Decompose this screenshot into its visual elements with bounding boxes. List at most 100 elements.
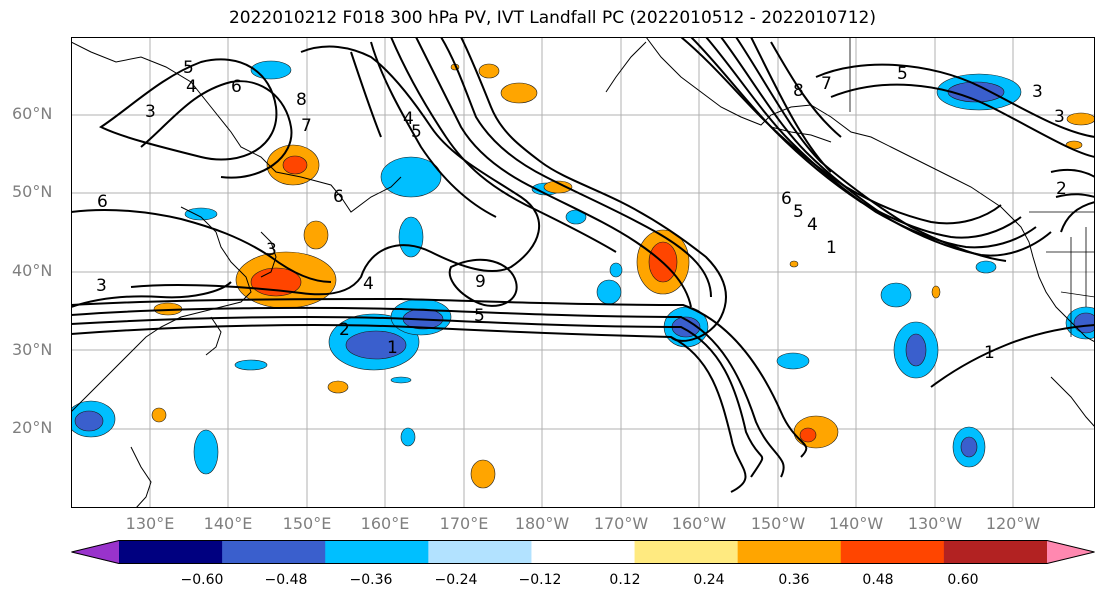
- pv-patch: [390, 376, 412, 384]
- colorbar-tick: −0.36: [349, 572, 393, 588]
- contour-label: 5: [411, 122, 422, 142]
- contour-label: 4: [403, 109, 414, 129]
- pv-patch: [327, 380, 349, 394]
- colorbar-tick: −0.60: [180, 572, 224, 588]
- lon-label: 140°W: [828, 514, 884, 533]
- pv-patch: [151, 407, 167, 423]
- pv-patch: [543, 180, 573, 194]
- pv-patch: [470, 459, 496, 489]
- contour-label: 8: [793, 81, 804, 101]
- contour-label: 3: [1054, 107, 1065, 127]
- colorbar-tick: 0.12: [609, 572, 641, 588]
- pv-patch: [776, 352, 810, 370]
- map-plot: 5 4 3 6 8 7 6 3 5 6 4 3 2 1 4 5 9 8 7 5 …: [71, 37, 1095, 508]
- colorbar-extend-low: [71, 540, 119, 564]
- pv-patch: [282, 155, 308, 175]
- lat-label: 60°N: [12, 104, 53, 123]
- colorbar-segment: [634, 540, 739, 564]
- lon-label: 170°E: [439, 514, 489, 533]
- lon-label: 120°W: [985, 514, 1041, 533]
- contour-label: 5: [897, 64, 908, 84]
- colorbar-tick: 0.24: [693, 572, 725, 588]
- colorbar-segment: [325, 540, 429, 564]
- lon-label: 130°W: [907, 514, 963, 533]
- contour-label: 3: [266, 240, 277, 260]
- colorbar-segment: [222, 540, 326, 564]
- pv-patch: [478, 63, 500, 79]
- lon-label: 160°W: [671, 514, 727, 533]
- pv-patch: [1066, 112, 1095, 126]
- pv-patch: [596, 279, 622, 305]
- lon-label: 180°W: [514, 514, 570, 533]
- borders: [849, 37, 1095, 337]
- colorbar-segment: [943, 540, 1048, 564]
- contour-label: 8: [296, 90, 307, 110]
- colorbar-tick: 0.48: [862, 572, 894, 588]
- colorbar-segment: [428, 540, 532, 564]
- colorbar-outline: [71, 540, 1095, 564]
- pv-patch: [398, 216, 424, 258]
- pv-patch: [74, 410, 104, 432]
- contour-label: 1: [984, 343, 995, 363]
- colorbar-segment: [531, 540, 636, 564]
- lat-label: 20°N: [12, 418, 53, 437]
- pv-patch: [500, 82, 538, 104]
- contour-label: 2: [1056, 179, 1067, 199]
- pv-patch: [905, 333, 927, 367]
- contour-label: 5: [183, 58, 194, 78]
- contour-label: 7: [301, 116, 312, 136]
- contour-label: 3: [96, 276, 107, 296]
- lon-label: 170°W: [593, 514, 649, 533]
- pv-patch: [345, 330, 407, 360]
- lon-label: 130°E: [125, 514, 175, 533]
- pv-patch: [931, 285, 941, 299]
- pv-patch: [960, 436, 978, 458]
- contour-label: 6: [781, 189, 792, 209]
- lon-label: 150°W: [750, 514, 806, 533]
- pv-patch: [1073, 312, 1095, 334]
- pv-patch: [799, 427, 817, 443]
- pv-contours: [71, 37, 1095, 493]
- pv-patch: [609, 262, 623, 278]
- pv-patch: [303, 220, 329, 250]
- contour-label: 1: [387, 338, 398, 358]
- lon-label: 160°E: [360, 514, 410, 533]
- pv-patch: [184, 207, 218, 221]
- contour-label: 4: [807, 215, 818, 235]
- contour-label: 6: [97, 192, 108, 212]
- contour-label: 5: [474, 306, 485, 326]
- contour-label: 4: [363, 274, 374, 294]
- pv-patch: [380, 156, 442, 198]
- contour-label: 2: [339, 320, 350, 340]
- colorbar-tick: 0.36: [778, 572, 810, 588]
- pv-patch: [880, 282, 912, 308]
- pv-patch: [250, 60, 292, 80]
- contour-label: 3: [1032, 82, 1043, 102]
- colorbar-tick: −0.12: [518, 572, 562, 588]
- colorbar-tick: −0.48: [264, 572, 308, 588]
- lon-label: 140°E: [203, 514, 253, 533]
- contour-label: 4: [186, 77, 197, 97]
- colorbar-segment: [119, 540, 223, 564]
- pv-patch: [400, 427, 416, 447]
- colorbar-segment: [737, 540, 842, 564]
- pv-patch: [565, 209, 587, 225]
- pv-patch: [789, 260, 799, 268]
- contour-label: 5: [793, 202, 804, 222]
- lat-label: 40°N: [12, 261, 53, 280]
- lat-label: 50°N: [12, 182, 53, 201]
- colorbar-tick: −0.24: [434, 572, 478, 588]
- pv-patch: [234, 359, 268, 371]
- pv-patch: [193, 429, 219, 475]
- contour-label: 9: [475, 272, 486, 292]
- lat-label: 30°N: [12, 340, 53, 359]
- pv-patch: [975, 260, 997, 274]
- contour-label: 1: [826, 238, 837, 258]
- negative-pv-patches: [71, 60, 1095, 475]
- contour-labels: 5 4 3 6 8 7 6 3 5 6 4 3 2 1 4 5 9 8 7 5 …: [96, 58, 1067, 363]
- contour-label: 3: [145, 102, 156, 122]
- colorbar-tick: 0.60: [947, 572, 979, 588]
- map-title: 2022010212 F018 300 hPa PV, IVT Landfall…: [228, 8, 876, 28]
- lon-label: 150°E: [282, 514, 332, 533]
- contour-label: 6: [231, 77, 242, 97]
